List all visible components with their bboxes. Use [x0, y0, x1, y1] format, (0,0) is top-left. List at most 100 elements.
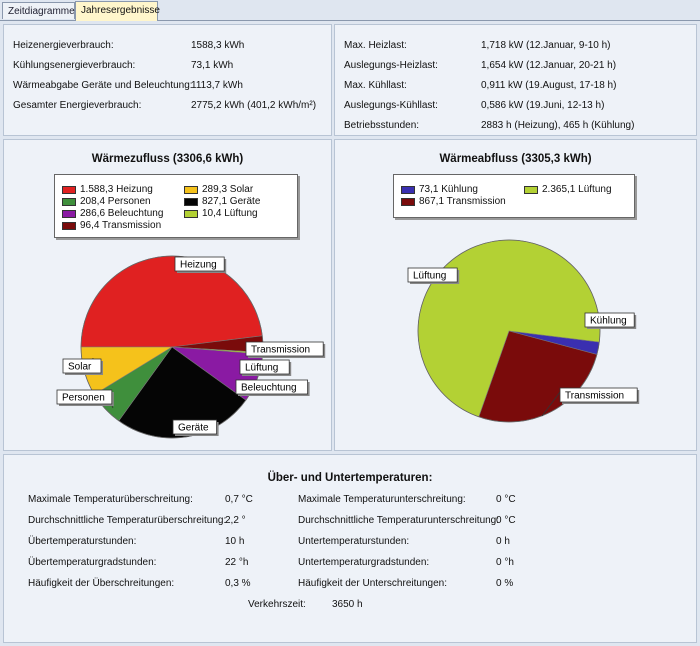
- summary-value: 0,911 kW (19.August, 17-18 h): [481, 80, 617, 91]
- slice-label-transmission: Transmission: [245, 341, 326, 358]
- legend-swatch: [401, 198, 415, 206]
- label-box: [172, 419, 217, 435]
- slice-label-personen: Personen: [56, 389, 114, 409]
- temp-label: Untertemperaturgradstunden:: [298, 557, 430, 568]
- legend-swatch: [184, 186, 198, 194]
- heat-outflow-panel: Wärmeabfluss (3305,3 kWh) 73,1 Kühlung 2…: [334, 139, 697, 451]
- summary-label: Max. Heizlast:: [344, 40, 407, 51]
- slice-label-kuehlung: Kühlung: [584, 312, 637, 329]
- label-text: Transmission: [251, 345, 310, 356]
- load-summary-panel: Max. Heizlast: 1,718 kW (12.Januar, 9-10…: [334, 24, 697, 136]
- summary-value: 1,654 kW (12.Januar, 20-21 h): [481, 60, 617, 71]
- verkehrszeit-value: 3650 h: [332, 599, 363, 610]
- label-text: Heizung: [180, 260, 217, 271]
- label-box: [174, 256, 225, 272]
- temp-label: Untertemperaturstunden:: [298, 536, 410, 547]
- legend-swatch: [62, 186, 76, 194]
- legend-text: 867,1 Transmission: [419, 196, 506, 207]
- slice-label-lueftung: Lüftung: [239, 359, 292, 376]
- legend-swatch: [184, 198, 198, 206]
- summary-label: Wärmeabgabe Geräte und Beleuchtung:: [13, 80, 193, 91]
- slice-label-geraete: Geräte: [172, 419, 219, 437]
- label-box: [235, 379, 308, 395]
- summary-value: 1,718 kW (12.Januar, 9-10 h): [481, 40, 611, 51]
- slice-label-lueftung: Lüftung: [407, 267, 460, 284]
- heat-outflow-pie: Kühlung Transmission Lüftung: [407, 239, 640, 423]
- legend-text: 73,1 Kühlung: [419, 184, 478, 195]
- legend-swatch: [524, 186, 538, 194]
- leader-line: [541, 391, 561, 417]
- label-text: Beleuchtung: [241, 383, 297, 394]
- summary-value: 73,1 kWh: [191, 60, 234, 71]
- temp-label: Übertemperaturgradstunden:: [28, 557, 157, 568]
- pie-slice-heizung: [80, 255, 263, 348]
- label-box: [239, 359, 290, 375]
- summary-label: Gesamter Energieverbrauch:: [13, 100, 142, 111]
- temp-label: Übertemperaturstunden:: [28, 536, 137, 547]
- label-text: Geräte: [178, 423, 209, 434]
- legend-text: 286,6 Beleuchtung: [80, 208, 164, 219]
- label-text: Transmission: [565, 391, 624, 402]
- temp-value: 0,3 %: [225, 578, 251, 589]
- slice-label-heizung: Heizung: [174, 256, 227, 273]
- label-text: Personen: [62, 393, 105, 404]
- temp-value: 0,7 °C: [225, 494, 253, 505]
- heat-inflow-panel: Wärmezufluss (3306,6 kWh) 1.588,3 Heizun…: [3, 139, 332, 451]
- legend-swatch: [62, 222, 76, 230]
- legend-swatch: [62, 210, 76, 218]
- slice-label-beleuchtung: Beleuchtung: [235, 379, 310, 396]
- label-box: [584, 312, 635, 328]
- temp-value: 0 h: [496, 536, 510, 547]
- energy-summary-panel: Heizenergieverbrauch: 1588,3 kWh Kühlung…: [3, 24, 332, 136]
- label-box: [407, 267, 458, 283]
- label-text: Kühlung: [590, 316, 627, 327]
- summary-value: 2883 h (Heizung), 465 h (Kühlung): [481, 120, 635, 131]
- temp-value: 2,2 °: [225, 515, 246, 526]
- legend-text: 10,4 Lüftung: [202, 208, 258, 219]
- temperature-panel: Über- und Untertemperaturen: Maximale Te…: [3, 454, 697, 643]
- summary-label: Max. Kühllast:: [344, 80, 407, 91]
- temp-label: Maximale Temperaturunterschreitung:: [298, 494, 466, 505]
- temp-label: Durchschnittliche Temperaturunterschreit…: [298, 515, 500, 526]
- legend-text: 289,3 Solar: [202, 184, 254, 195]
- temp-value: 0 °C: [496, 515, 516, 526]
- temp-label: Häufigkeit der Überschreitungen:: [28, 578, 175, 589]
- label-box: [62, 358, 102, 374]
- summary-label: Betriebsstunden:: [344, 120, 420, 131]
- legend-text: 1.588,3 Heizung: [80, 184, 153, 195]
- summary-label: Kühlungsenergieverbrauch:: [13, 60, 136, 71]
- temp-label: Häufigkeit der Unterschreitungen:: [298, 578, 447, 589]
- temp-value: 0 °C: [496, 494, 516, 505]
- label-box: [559, 387, 638, 403]
- pie-outline: [417, 239, 601, 423]
- summary-label: Heizenergieverbrauch:: [13, 40, 114, 51]
- summary-label: Auslegungs-Heizlast:: [344, 60, 438, 71]
- chart-legend: 1.588,3 Heizung 289,3 Solar 208,4 Person…: [54, 174, 298, 238]
- heat-inflow-pie: Heizung Transmission Lüftung Beleuchtung Ger…: [56, 255, 326, 439]
- tab-zeitdiagramme[interactable]: Zeitdiagramme: [2, 2, 75, 19]
- temp-label: Durchschnittliche Temperaturüberschreitu…: [28, 515, 227, 526]
- summary-value: 2775,2 kWh (401,2 kWh/m²): [191, 100, 317, 111]
- tab-jahresergebnisse[interactable]: Jahresergebnisse: [75, 1, 160, 21]
- legend-swatch: [62, 198, 76, 206]
- chart-legend: 73,1 Kühlung 2.365,1 Lüftung 867,1 Trans…: [393, 174, 635, 218]
- legend-text: 96,4 Transmission: [80, 220, 162, 231]
- temp-value: 0 %: [496, 578, 514, 589]
- summary-value: 1113,7 kWh: [191, 80, 243, 91]
- temp-value: 22 °h: [225, 557, 249, 568]
- label-text: Lüftung: [413, 271, 446, 282]
- legend-text: 2.365,1 Lüftung: [542, 184, 612, 195]
- chart-title: Wärmezufluss (3306,6 kWh): [91, 153, 244, 165]
- legend-swatch: [184, 210, 198, 218]
- label-box: [245, 341, 324, 357]
- slice-label-transmission: Transmission: [541, 387, 640, 417]
- temp-value: 10 h: [225, 536, 245, 547]
- verkehrszeit-label: Verkehrszeit:: [248, 599, 306, 610]
- legend-text: 208,4 Personen: [80, 196, 151, 207]
- legend-swatch: [401, 186, 415, 194]
- chart-title: Wärmeabfluss (3305,3 kWh): [439, 153, 592, 165]
- summary-value: 1588,3 kWh: [191, 40, 245, 51]
- label-text: Solar: [68, 362, 92, 373]
- summary-value: 0,586 kW (19.Juni, 12-13 h): [481, 100, 605, 111]
- label-text: Lüftung: [245, 363, 278, 374]
